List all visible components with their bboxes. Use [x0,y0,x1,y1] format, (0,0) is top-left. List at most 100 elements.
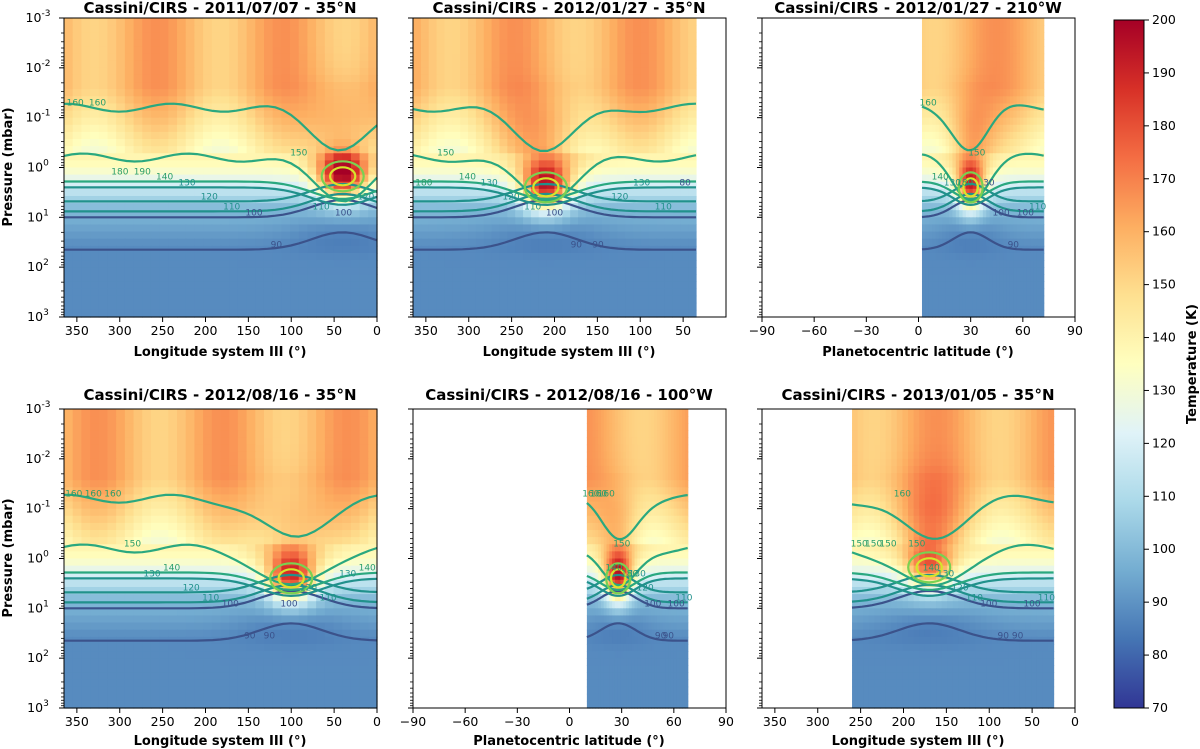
heat-cell [194,25,204,33]
heat-cell [609,89,618,97]
heat-cell [664,82,673,90]
heat-cell [688,295,697,304]
heat-cell [949,252,954,261]
heat-cell [413,224,422,233]
heat-cell [368,260,378,268]
heat-cell [578,274,587,283]
heat-cell [499,174,508,183]
heat-cell [554,238,563,247]
heat-cell [81,231,91,240]
heat-cell [142,416,152,424]
heat-cell [928,188,933,197]
heat-cell [972,238,977,247]
heat-cell [194,288,204,297]
heat-cell [554,288,563,297]
heat-cell [468,302,477,311]
heat-cell [475,25,485,33]
heat-cell [1016,39,1021,48]
heat-cell [185,89,196,97]
heat-cell [483,309,493,318]
y-tick-label: 101 [27,208,49,224]
heat-cell [633,160,642,169]
heat-cell [237,203,248,211]
heat-cell [177,416,187,424]
heat-cell [942,267,947,275]
heat-cell [515,60,524,69]
heat-cell [955,238,960,247]
heat-cell [159,53,169,62]
heat-cell [530,53,540,62]
heat-cell [150,110,161,119]
heat-cell [949,238,954,247]
heat-cell [98,309,109,318]
heat-cell [246,167,256,176]
heat-cell [350,274,361,283]
heat-cell [246,96,256,105]
heat-cell [342,174,352,183]
heat-cell [1003,96,1008,105]
heat-cell [952,238,957,247]
heat-cell [986,238,991,247]
heat-cell [928,260,933,268]
heat-cell [281,281,291,290]
heat-cell [672,231,681,240]
heat-cell [342,82,352,90]
heat-cell [949,274,954,283]
heat-cell [979,160,984,169]
heat-cell [942,25,947,33]
heat-cell [281,302,291,311]
heat-cell [972,39,977,48]
heat-cell [142,423,152,431]
heat-cell [523,302,532,311]
heat-cell [359,252,369,261]
heat-cell [1040,217,1045,226]
heat-cell [1023,60,1028,69]
heat-cell [921,295,926,304]
heat-cell [656,67,666,76]
heat-cell [925,18,930,26]
heat-cell [203,295,213,304]
heat-cell [570,260,579,268]
heat-cell [263,82,274,90]
heat-cell [996,18,1001,26]
heat-cell [428,39,438,48]
heat-cell [107,274,117,283]
heat-cell [203,89,213,97]
heat-cell [554,231,563,240]
heat-cell [263,146,274,154]
heat-cell [925,32,930,40]
heat-cell [1040,103,1045,112]
heat-cell [1030,281,1035,290]
heat-cell [237,82,248,90]
heat-cell [290,32,300,40]
heat-cell [593,252,603,261]
heat-cell [965,39,970,48]
heat-cell [133,110,143,119]
heat-cell [368,160,378,169]
heat-cell [98,423,109,431]
heat-cell [316,82,326,90]
heat-cell [229,160,239,169]
heat-cell [150,423,161,431]
heat-cell [211,53,222,62]
heat-cell [1036,25,1041,33]
heat-cell [246,224,256,233]
heat-cell [428,117,438,126]
heat-cell [333,53,343,62]
heat-cell [72,288,82,297]
heat-cell [452,195,461,204]
heat-cell [1013,203,1018,211]
heat-cell [342,25,352,33]
heat-cell [1033,174,1038,183]
heat-cell [428,153,438,161]
heat-cell [962,89,967,97]
heat-cell [952,117,957,126]
heat-cell [452,139,461,147]
heat-cell [211,409,222,417]
heat-cell [593,302,603,311]
heat-cell [1033,89,1038,97]
heat-cell [585,195,595,204]
heat-cell [1026,302,1031,311]
heat-cell [965,18,970,26]
heat-cell [342,96,352,105]
